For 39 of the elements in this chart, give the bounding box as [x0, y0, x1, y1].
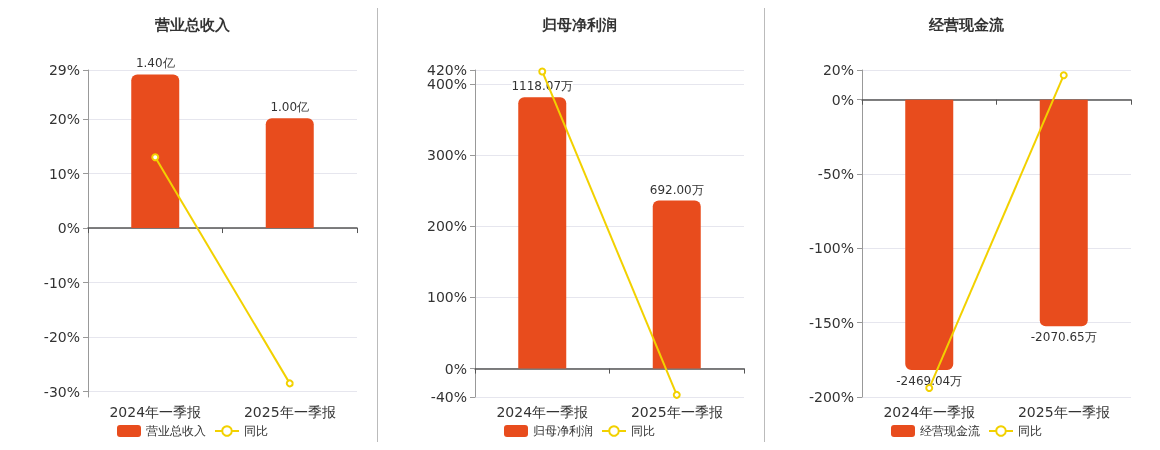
y-tick-label: -10%	[43, 274, 80, 291]
x-tick-label: 2025年一季报	[243, 404, 336, 420]
y-tick-label: 400%	[426, 76, 467, 93]
x-tick-label: 2025年一季报	[630, 404, 723, 420]
y-tick-label: 0%	[444, 360, 467, 377]
y-tick-label: 0%	[831, 91, 854, 108]
x-tick-label: 2025年一季报	[1017, 404, 1110, 420]
chart-title: 经营现金流	[928, 15, 1005, 34]
chart-title: 营业总收入	[154, 15, 231, 34]
y-tick-label: -150%	[808, 314, 854, 331]
y-tick-label: 10%	[48, 165, 80, 182]
legend-label: 同比	[631, 424, 655, 438]
y-tick-label: -20%	[43, 329, 80, 346]
y-tick-label: 20%	[48, 111, 80, 128]
data-label: 1.40亿	[135, 56, 175, 71]
y-tick-label: -40%	[430, 389, 467, 405]
x-tick-label: 2024年一季报	[109, 404, 202, 420]
legend-label: 同比	[244, 424, 268, 438]
data-label: 1.00亿	[270, 100, 310, 115]
y-tick-label: 420%	[426, 62, 467, 78]
data-label: -2070.65万	[1030, 330, 1097, 345]
y-tick-label: 200%	[426, 218, 467, 235]
x-tick-label: 2024年一季报	[883, 404, 976, 420]
y-tick-label: -100%	[808, 240, 854, 257]
y-tick-label: -30%	[43, 383, 80, 400]
legend-label: 归母净利润	[533, 424, 593, 438]
y-tick-label: -200%	[808, 389, 854, 405]
y-tick-label: 100%	[426, 289, 467, 306]
legend-label: 经营现金流	[920, 424, 980, 438]
y-tick-label: 20%	[822, 62, 854, 78]
legend-label: 同比	[1018, 424, 1042, 438]
x-tick-label: 2024年一季报	[496, 404, 589, 420]
y-tick-label: 29%	[48, 62, 80, 78]
y-tick-label: 0%	[57, 220, 80, 237]
chart-title: 归母净利润	[541, 15, 617, 34]
legend-label: 营业总收入	[146, 424, 206, 438]
y-tick-label: -50%	[817, 166, 854, 183]
data-label: 692.00万	[649, 182, 704, 197]
y-tick-label: 300%	[426, 147, 467, 164]
